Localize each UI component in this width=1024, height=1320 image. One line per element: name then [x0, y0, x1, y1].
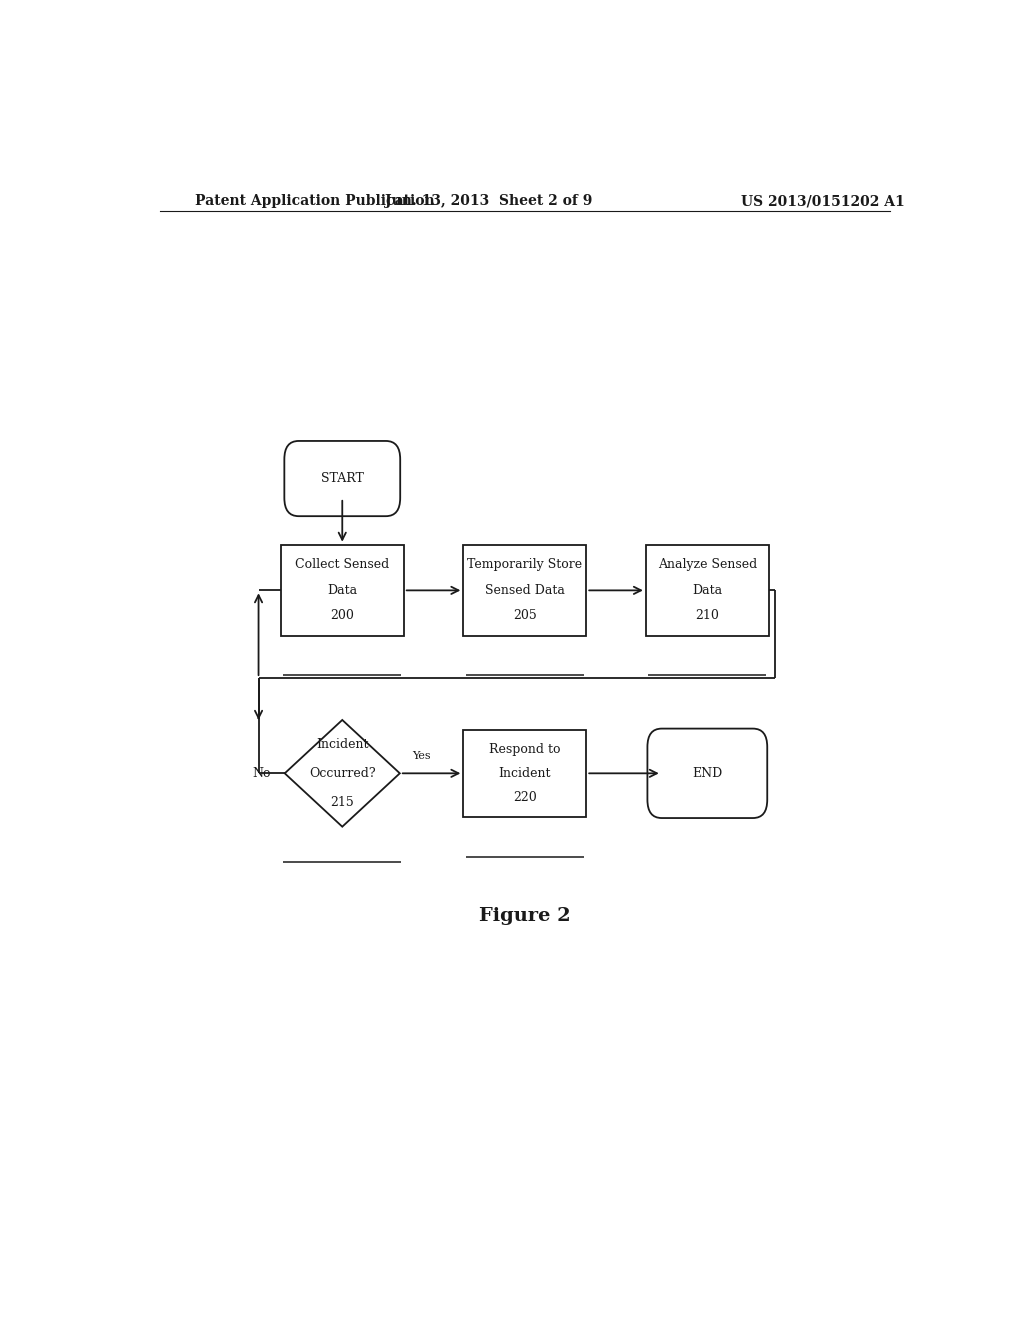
Text: Collect Sensed: Collect Sensed: [295, 558, 389, 572]
Text: Yes: Yes: [412, 751, 430, 762]
Text: Temporarily Store: Temporarily Store: [467, 558, 583, 572]
Text: 205: 205: [513, 610, 537, 622]
Text: Jun. 13, 2013  Sheet 2 of 9: Jun. 13, 2013 Sheet 2 of 9: [385, 194, 593, 209]
Text: Incident: Incident: [316, 738, 369, 751]
FancyBboxPatch shape: [647, 729, 767, 818]
Text: Data: Data: [328, 583, 357, 597]
Bar: [463, 545, 587, 636]
Text: No: No: [252, 767, 270, 780]
Bar: [281, 545, 403, 636]
FancyBboxPatch shape: [285, 441, 400, 516]
Text: 200: 200: [331, 610, 354, 622]
Bar: [646, 545, 769, 636]
Text: US 2013/0151202 A1: US 2013/0151202 A1: [740, 194, 904, 209]
Text: Sensed Data: Sensed Data: [484, 583, 565, 597]
Text: Respond to: Respond to: [489, 743, 560, 756]
Text: 210: 210: [695, 610, 719, 622]
Text: START: START: [321, 473, 364, 484]
Text: Occurred?: Occurred?: [309, 767, 376, 780]
Text: Incident: Incident: [499, 767, 551, 780]
Text: 220: 220: [513, 791, 537, 804]
Text: 215: 215: [331, 796, 354, 809]
Text: Figure 2: Figure 2: [479, 907, 570, 924]
Text: END: END: [692, 767, 723, 780]
Text: Analyze Sensed: Analyze Sensed: [657, 558, 757, 572]
Text: Patent Application Publication: Patent Application Publication: [196, 194, 435, 209]
Polygon shape: [285, 719, 399, 826]
Bar: [463, 730, 587, 817]
Text: Data: Data: [692, 583, 722, 597]
